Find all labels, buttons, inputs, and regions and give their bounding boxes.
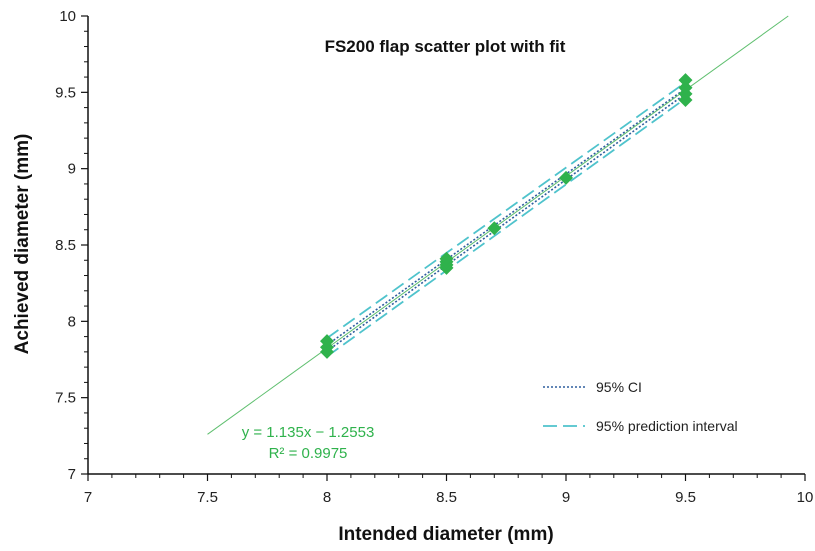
prediction-upper-line [326, 81, 687, 339]
fit-equation: y = 1.135x − 1.2553 [242, 424, 375, 441]
y-tick-label: 8 [68, 313, 76, 330]
chart-labels: FS200 flap scatter plot with fit Intende… [12, 37, 566, 545]
ci-lower-line [326, 93, 686, 352]
x-tick-label: 8.5 [436, 489, 457, 506]
x-tick-label: 7.5 [197, 489, 218, 506]
data-points [320, 73, 693, 359]
y-tick-label: 7.5 [55, 390, 76, 407]
y-tick-label: 10 [59, 8, 76, 25]
legend: 95% CI 95% prediction interval [543, 379, 738, 434]
data-point [559, 170, 573, 185]
legend-label: 95% CI [596, 379, 642, 395]
data-point [487, 221, 502, 236]
data-point [678, 73, 693, 88]
axes: 7 7.5 8 8.5 9 9.5 10 7 7.5 8 8.5 9 9.5 10 [55, 8, 813, 506]
data-point [439, 251, 454, 266]
legend-label: 95% prediction interval [596, 418, 738, 434]
data-point [320, 334, 334, 349]
x-tick-label: 10 [797, 489, 814, 506]
y-tick-label: 7 [68, 466, 76, 483]
y-tick-label: 9 [68, 161, 76, 178]
x-tick-label: 9 [562, 489, 570, 506]
y-tick-label: 9.5 [55, 84, 76, 101]
y-axis-title: Achieved diameter (mm) [12, 134, 33, 355]
interval-bands [326, 81, 687, 358]
x-tick-label: 9.5 [675, 489, 696, 506]
y-tick-label: 8.5 [55, 237, 76, 254]
chart-title: FS200 flap scatter plot with fit [325, 37, 566, 56]
ci-upper-line [326, 87, 686, 346]
prediction-lower-line [326, 97, 687, 358]
data-point [678, 80, 693, 95]
x-axis-title: Intended diameter (mm) [338, 524, 553, 545]
x-tick-label: 8 [323, 489, 331, 506]
r-squared-label: R² = 0.9975 [269, 445, 348, 462]
x-tick-label: 7 [84, 489, 92, 506]
